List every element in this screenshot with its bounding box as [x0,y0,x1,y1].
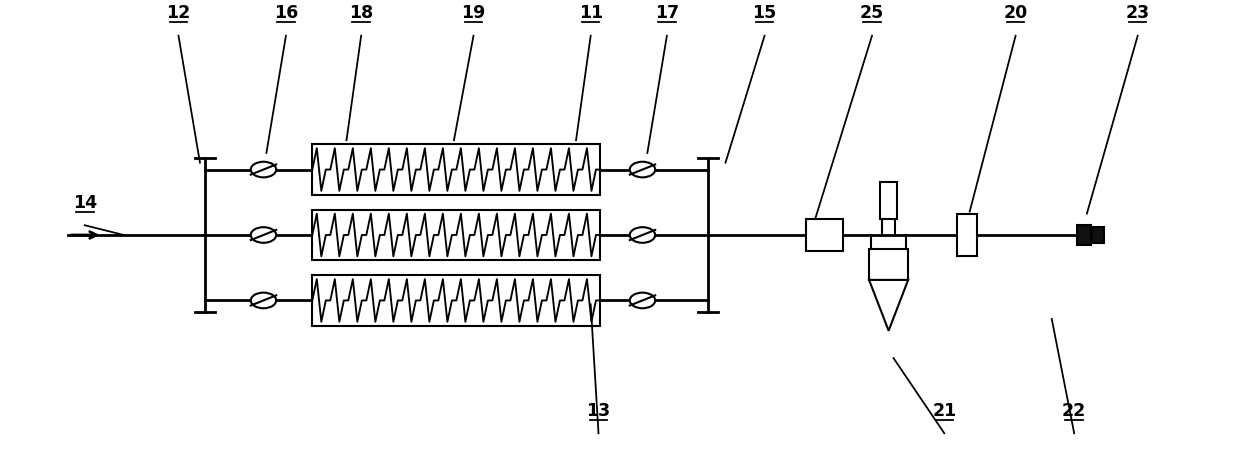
Text: 22: 22 [1063,401,1086,419]
Text: 16: 16 [274,4,298,22]
Bar [312,275,600,326]
Ellipse shape [630,293,655,308]
Text: 19: 19 [461,4,486,22]
Text: 23: 23 [1126,4,1149,22]
Bar [880,183,898,220]
Text: 12: 12 [166,4,191,22]
Text: 18: 18 [348,4,373,22]
Polygon shape [869,280,908,331]
Text: 17: 17 [655,4,680,22]
Text: 15: 15 [753,4,776,22]
Text: 20: 20 [1003,4,1028,22]
Ellipse shape [250,228,277,243]
Ellipse shape [630,163,655,178]
Bar [312,210,600,261]
Bar [1091,228,1105,243]
Ellipse shape [250,293,277,308]
Bar [869,249,908,280]
Text: 25: 25 [859,4,884,22]
Text: 21: 21 [932,401,956,419]
Text: 14: 14 [73,193,97,211]
Bar [312,145,600,195]
Ellipse shape [250,163,277,178]
Bar [1078,226,1091,245]
Bar [957,215,977,256]
Ellipse shape [630,228,655,243]
Text: 11: 11 [579,4,603,22]
Text: 13: 13 [587,401,610,419]
Bar [806,220,843,251]
